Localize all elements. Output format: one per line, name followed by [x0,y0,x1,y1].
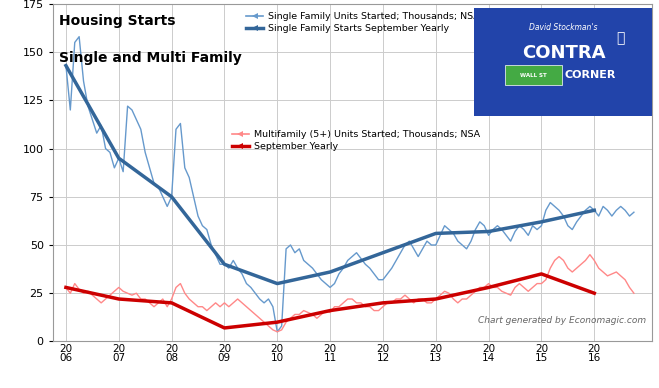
Text: Housing Starts: Housing Starts [59,14,175,28]
Text: David Stockman's: David Stockman's [529,23,598,32]
Text: 🏛: 🏛 [616,31,625,45]
FancyBboxPatch shape [474,8,652,116]
Text: Single and Multi Family: Single and Multi Family [59,51,241,65]
Text: CONTRA: CONTRA [522,44,605,62]
Text: CORNER: CORNER [565,70,616,80]
Text: WALL ST: WALL ST [520,73,546,78]
Legend: Multifamily (5+) Units Started; Thousands; NSA, September Yearly: Multifamily (5+) Units Started; Thousand… [232,130,480,151]
Text: Chart generated by Economagic.com: Chart generated by Economagic.com [478,315,646,324]
FancyBboxPatch shape [505,65,561,85]
